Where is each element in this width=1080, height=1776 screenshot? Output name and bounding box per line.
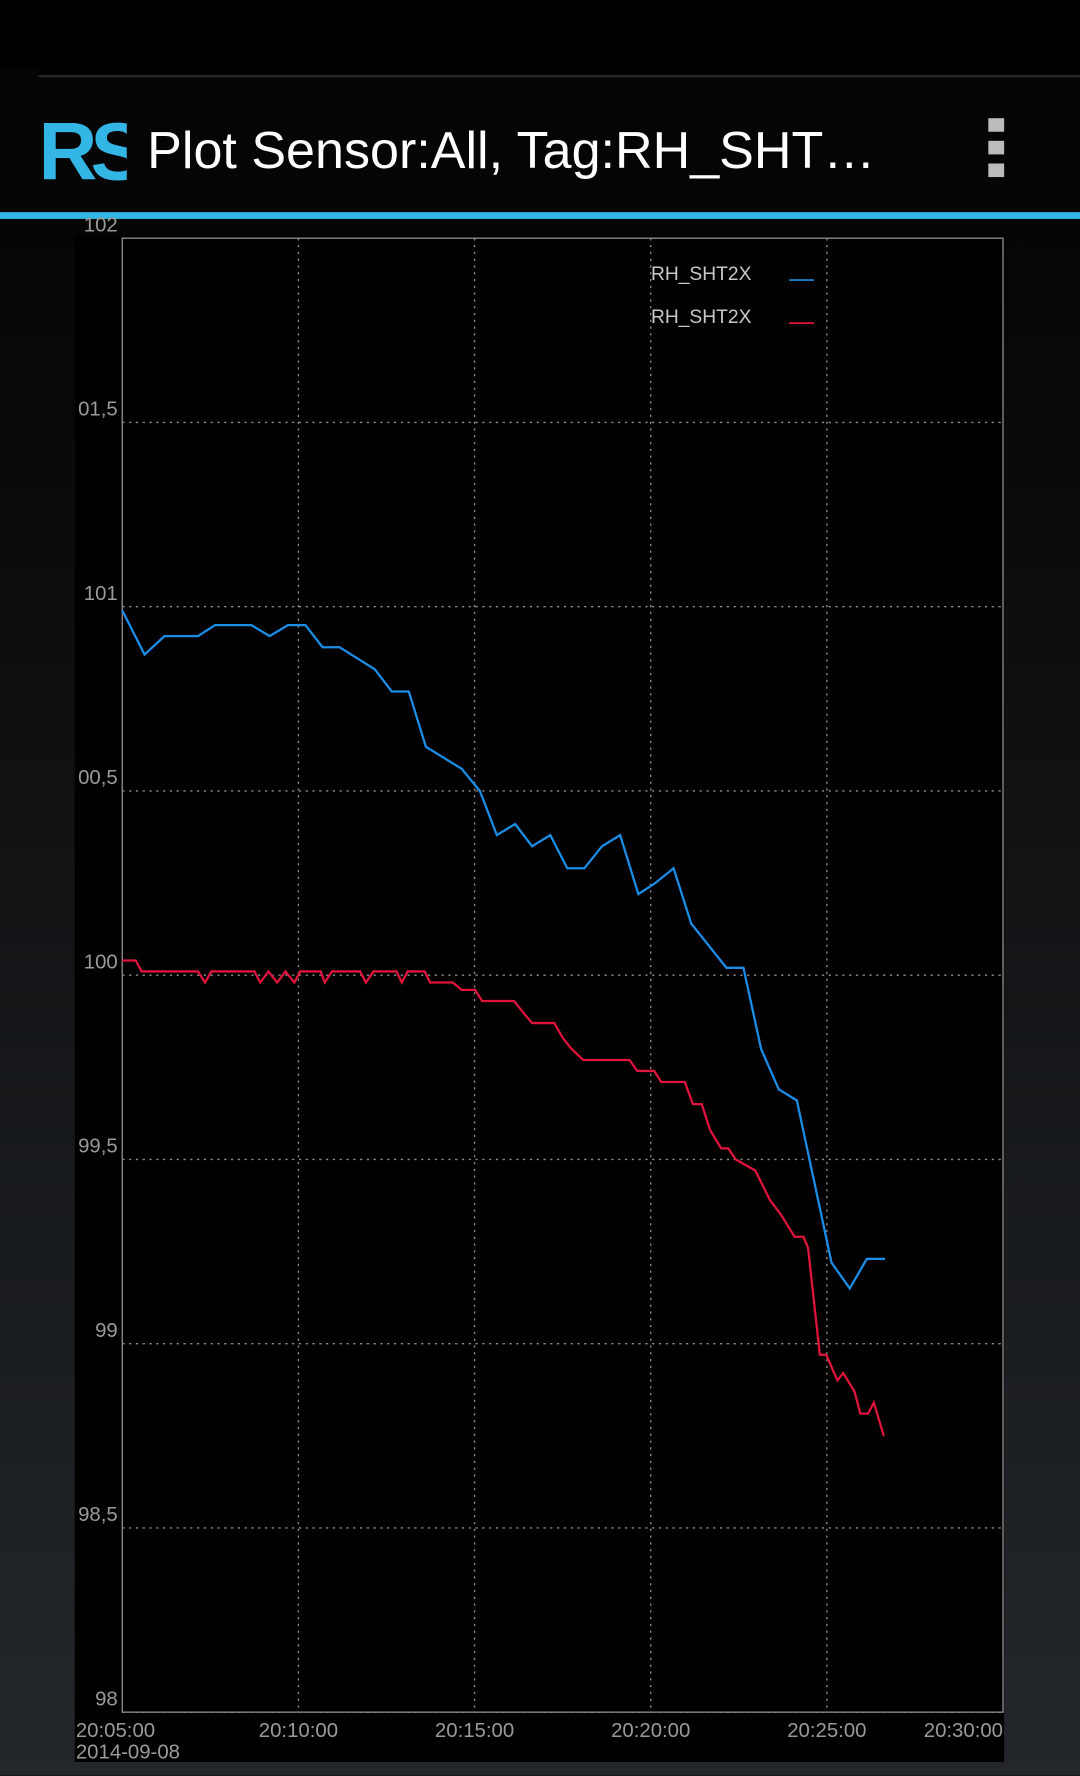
y-tick-label: 102 <box>84 214 118 236</box>
logo-mask <box>126 91 150 205</box>
legend-label: RH_SHT2X <box>651 264 752 285</box>
y-tick-label: 99,5 <box>78 1136 118 1158</box>
y-tick-label: 101 <box>84 583 118 605</box>
legend-label: RH_SHT2X <box>651 307 752 328</box>
plot-border <box>121 237 1004 1713</box>
status-bar <box>0 0 1080 76</box>
x-tick-label: 20:15:00 <box>435 1720 514 1742</box>
x-tick-label: 20:20:00 <box>611 1720 690 1742</box>
menu-dot[interactable] <box>988 140 1005 155</box>
menu-dot[interactable] <box>988 118 1005 132</box>
chart-panel <box>74 235 1005 1762</box>
overflow-menu[interactable] <box>988 118 1005 178</box>
chart: 98 98,5 99 99,5 100 00,5 101 01,5 102 20:05:00 20:… <box>76 214 1004 1764</box>
logo-mask <box>0 68 39 193</box>
y-tick-label: 100 <box>84 951 118 973</box>
data-line <box>121 609 885 1291</box>
action-bar <box>0 77 1080 214</box>
y-tick-label: 01,5 <box>78 399 118 421</box>
y-tick-label: 99 <box>95 1320 118 1342</box>
x-date-label: 2014-09-08 <box>76 1742 180 1764</box>
y-tick-label: 98 <box>95 1688 118 1710</box>
screen-title: Plot Sensor:All, Tag:RH_SHT… <box>147 122 875 180</box>
y-tick-label: 00,5 <box>78 767 118 789</box>
y-tick-label: 98,5 <box>78 1504 118 1526</box>
x-tick-label: 20:25:00 <box>787 1720 866 1742</box>
x-tick-label: 20:05:00 <box>76 1720 155 1742</box>
action-bar-underline <box>0 212 1080 219</box>
data-line <box>122 959 885 1437</box>
menu-dot[interactable] <box>988 163 1005 178</box>
x-tick-label: 20:10:00 <box>259 1720 338 1742</box>
x-tick-label: 20:30:00 <box>924 1720 1003 1742</box>
